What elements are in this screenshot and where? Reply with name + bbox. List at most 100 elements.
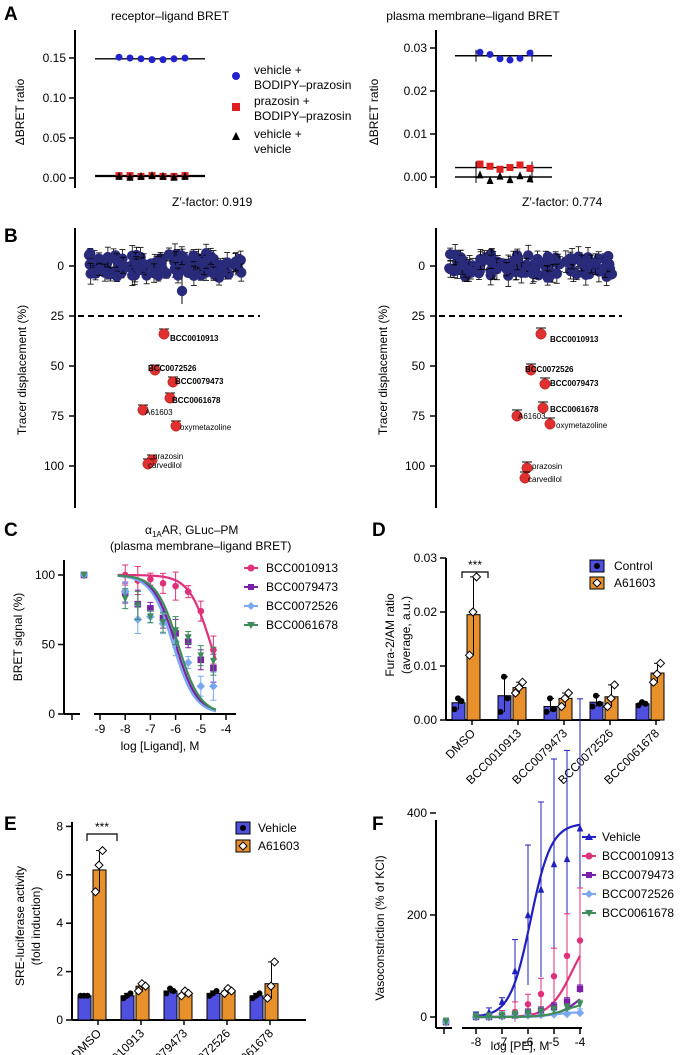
data-point <box>526 174 534 183</box>
c-title-2: (plasma membrane–ligand BRET) <box>110 539 291 553</box>
library-compound-point <box>105 268 116 280</box>
data-point <box>543 708 550 715</box>
data-point <box>506 56 514 64</box>
hit-label: oxymetazoline <box>180 423 232 432</box>
b-right-points <box>444 244 618 484</box>
data-point <box>609 680 620 690</box>
e-plot-area <box>77 845 280 1021</box>
legend-label: A61603 <box>258 839 300 853</box>
x-tick-label: -9 <box>95 722 106 736</box>
panel-c: C α1AAR, GLuc–PM (plasma membrane–ligand… <box>4 520 338 753</box>
data-point <box>94 860 104 870</box>
data-point <box>514 682 524 693</box>
data-point <box>511 966 519 975</box>
c-xlabel: log [Ligand], M <box>121 739 200 753</box>
b-right-y-ticks <box>430 265 436 467</box>
a-right-zprime: Z′-factor: 0.774 <box>522 195 603 209</box>
bar <box>77 995 92 1021</box>
library-compound-point <box>444 249 456 260</box>
a-right-ylabel: ΔBRET ratio <box>367 78 381 145</box>
a-right-ytick: 0.02 <box>404 84 428 98</box>
library-compound-point <box>479 254 490 266</box>
library-compound-point <box>568 266 579 277</box>
d-significance: *** <box>468 558 482 572</box>
data-point <box>209 681 218 691</box>
data-point <box>556 701 567 712</box>
panel-a-left-title: receptor–ligand BRET <box>111 9 230 23</box>
data-point <box>606 693 616 704</box>
data-point <box>563 952 571 959</box>
b-right-ytick: 100 <box>405 459 425 473</box>
y-tick-label: 0.03 <box>414 551 438 565</box>
x-tick-label: DMSO <box>443 726 478 761</box>
y-tick-label: 100 <box>35 568 55 582</box>
data-point <box>159 618 167 627</box>
panel-f-label: F <box>372 814 384 835</box>
y-tick-label: 8 <box>56 819 63 833</box>
hit-label: carvedilol <box>148 461 182 470</box>
legend-label: BCC0061678 <box>266 618 338 632</box>
data-point <box>517 677 528 687</box>
hit-point <box>170 420 182 432</box>
c-plot-area <box>79 564 218 713</box>
data-point <box>147 575 154 583</box>
data-point <box>197 607 205 615</box>
data-point <box>464 650 475 660</box>
a-right-ytick: 0.03 <box>404 41 428 55</box>
data-point <box>510 688 521 698</box>
panel-e: E 86420DMSOBCC0010913BCC0079473BCC007252… <box>4 814 306 1055</box>
library-compound-point <box>163 249 175 260</box>
data-point <box>80 571 88 580</box>
fit-curve <box>473 1004 581 1019</box>
y-tick-label: 0.01 <box>414 659 438 673</box>
library-compound-point <box>188 250 199 261</box>
data-point <box>170 172 178 181</box>
x-tick-label: -5 <box>549 1035 560 1049</box>
data-point <box>184 634 192 642</box>
c-title-1: α1AAR, GLuc–PM <box>145 523 238 539</box>
library-compound-point <box>169 256 180 268</box>
hit-point <box>539 378 551 390</box>
hit-point <box>137 404 149 416</box>
data-point <box>181 54 189 62</box>
data-point <box>516 54 524 62</box>
hit-label: BCC0010913 <box>550 335 599 344</box>
hit-label: BCC0010913 <box>170 334 219 343</box>
data-point <box>170 55 178 63</box>
data-point <box>562 1009 572 1019</box>
data-point <box>498 1012 506 1021</box>
data-point <box>127 990 134 997</box>
b-left-hit-labels: BCC0010913 BCC0072526 BCC0079473 BCC0061… <box>145 334 232 470</box>
x-tick-label: -4 <box>575 1035 586 1049</box>
data-point <box>121 595 129 603</box>
e-ylabel-2: (fold induction) <box>29 887 43 966</box>
data-point <box>159 580 167 587</box>
library-compound-point <box>501 263 512 275</box>
c-legend: BCC0010913 BCC0079473 BCC0072526 BCC0061… <box>244 561 338 632</box>
legend-label: vehicle + <box>254 127 302 141</box>
legend-marker <box>240 825 246 831</box>
data-point <box>537 1008 545 1017</box>
hit-point <box>149 364 161 376</box>
hit-label: carvedilol <box>528 475 562 484</box>
legend-marker <box>247 602 255 610</box>
legend-marker <box>585 910 593 917</box>
e-significance: *** <box>95 820 109 834</box>
legend-label: BODIPY–prazosin <box>254 109 351 123</box>
panel-b-label: B <box>4 226 18 247</box>
x-tick-label: -5 <box>195 722 206 736</box>
legend-marker <box>248 584 254 590</box>
data-point <box>181 171 189 180</box>
data-point <box>476 48 484 56</box>
b-left-ytick: 25 <box>51 309 65 323</box>
hit-label: BCC0079473 <box>550 379 599 388</box>
data-point <box>486 50 494 58</box>
data-point <box>652 669 662 679</box>
data-point <box>596 700 603 707</box>
y-tick-label: 0 <box>48 707 55 721</box>
a-right-y-ticks <box>430 47 436 178</box>
c-ylabel: BRET signal (%) <box>11 593 25 681</box>
data-point <box>485 1013 493 1022</box>
data-point <box>90 887 101 897</box>
legend-label: prazosin + <box>254 94 310 108</box>
